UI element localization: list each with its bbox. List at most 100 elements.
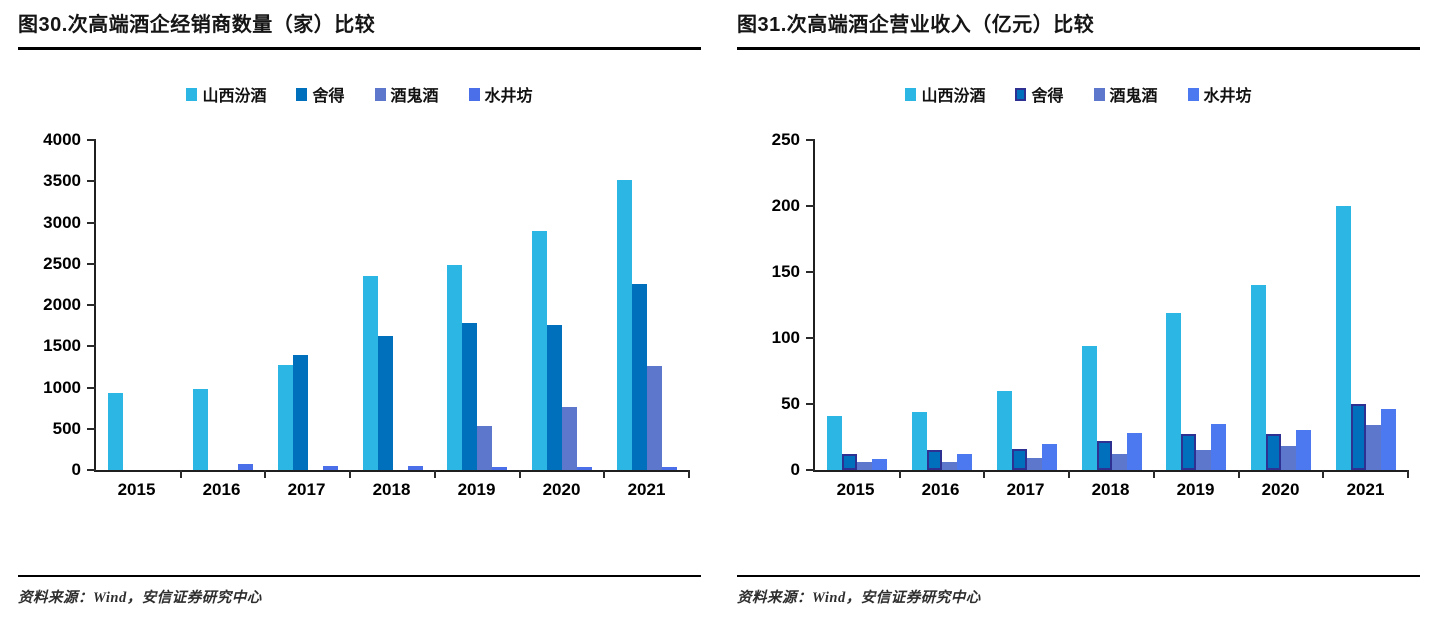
source-block: 资料来源：Wind，安信证券研究中心 <box>18 575 701 607</box>
legend-swatch-fenjiu <box>905 87 917 101</box>
bar-shuijingfang-2016 <box>238 463 254 470</box>
x-tick-mark <box>603 470 606 478</box>
bar-chart: 0 500 1000 1500 2000 2500 3000 3500 4000 2015 201… <box>18 130 701 500</box>
bar-group-2015 <box>96 140 181 470</box>
legend-swatch-shede <box>296 87 308 101</box>
plot-area: 0 50 100 150 200 250 <box>772 130 1409 479</box>
y-tick-mark <box>806 469 815 471</box>
bar-shuijingfang-2019 <box>492 466 508 470</box>
legend-label-shuijingfang: 水井坊 <box>484 88 533 105</box>
x-tick-mark <box>264 470 267 478</box>
source-block: 资料来源：Wind，安信证券研究中心 <box>737 575 1420 607</box>
legend: 山西汾酒 舍得 酒鬼酒 水井坊 <box>186 82 533 106</box>
y-tick-label: 250 <box>771 130 800 149</box>
bar-shuijingfang-2019 <box>1211 423 1227 470</box>
y-tick-label: 2000 <box>43 295 81 314</box>
legend-item-fenjiu: 山西汾酒 <box>905 82 985 106</box>
bar-fenjiu-2016 <box>912 411 928 470</box>
bar-shuijingfang-2020 <box>576 467 592 470</box>
x-tick-mark <box>1322 470 1325 478</box>
y-tick-label: 3500 <box>43 171 81 191</box>
legend-swatch-jiuguijiu <box>374 87 386 101</box>
bar-fenjiu-2019 <box>447 264 463 470</box>
bar-jiuguijiu-2021 <box>1365 425 1381 470</box>
legend-label-jiuguijiu: 酒鬼酒 <box>390 88 439 105</box>
bar-group-2016 <box>900 140 985 470</box>
y-tick-label: 0 <box>790 460 800 479</box>
bar-group-2020 <box>520 140 605 470</box>
x-axis-label-2019: 2019 <box>457 480 496 499</box>
bar-shede-2021 <box>631 284 647 470</box>
x-axis-label-2020: 2020 <box>1261 480 1300 499</box>
legend-label-shuijingfang: 水井坊 <box>1203 88 1252 105</box>
bar-group-2015 <box>815 140 900 470</box>
y-tick-mark <box>87 427 96 430</box>
bar-shuijingfang-2015 <box>872 459 888 470</box>
y-tick-mark <box>87 386 96 389</box>
legend-label-shede: 舍得 <box>1031 88 1064 105</box>
y-tick-mark <box>806 337 815 339</box>
y-tick-mark <box>806 403 815 405</box>
x-axis-label-2016: 2016 <box>202 480 241 499</box>
bar-fenjiu-2018 <box>362 275 378 470</box>
source-note: 资料来源：Wind，安信证券研究中心 <box>737 590 981 606</box>
bar-shuijingfang-2017 <box>322 466 338 470</box>
y-tick-label: 150 <box>771 262 800 281</box>
y-tick-mark <box>87 221 96 224</box>
x-tick-mark <box>1237 470 1240 478</box>
bar-group-2018 <box>1069 140 1154 470</box>
y-tick-label: 500 <box>52 418 81 438</box>
bar-jiuguijiu-2020 <box>561 407 577 470</box>
bar-shede-2019 <box>1181 434 1197 470</box>
x-axis-label-2021: 2021 <box>627 480 666 499</box>
y-tick-label: 3000 <box>43 212 81 232</box>
y-tick-label: 1500 <box>43 336 81 356</box>
legend-label-jiuguijiu: 酒鬼酒 <box>1109 88 1158 105</box>
bar-fenjiu-2020 <box>1250 285 1266 470</box>
legend-label-fenjiu: 山西汾酒 <box>921 88 986 105</box>
bar-shuijingfang-2021 <box>661 467 677 470</box>
y-tick-mark <box>87 180 96 183</box>
bar-groups <box>96 140 689 470</box>
bar-fenjiu-2017 <box>277 365 293 470</box>
figure-panel-31: 图31.次高端酒企营业收入（亿元）比较 山西汾酒 舍得 酒鬼酒 水井坊 0 50 100 1… <box>719 0 1438 621</box>
x-axis-label-2017: 2017 <box>1006 480 1045 499</box>
legend-item-jiuguijiu: 酒鬼酒 <box>374 82 439 106</box>
y-tick-mark <box>806 205 815 207</box>
x-tick-mark <box>1068 470 1071 478</box>
y-tick-mark <box>87 469 96 471</box>
y-tick-mark <box>87 304 96 306</box>
legend-label-shede: 舍得 <box>312 88 345 105</box>
x-axis-labels: 2015 2016 2017 2018 2019 2020 2021 <box>813 472 1408 500</box>
x-tick-mark <box>518 470 521 478</box>
bar-fenjiu-2015 <box>108 392 124 470</box>
bar-fenjiu-2017 <box>996 390 1012 470</box>
x-tick-mark <box>983 470 986 478</box>
bar-group-2017 <box>984 140 1069 470</box>
bar-shuijingfang-2021 <box>1380 409 1396 470</box>
bar-shede-2020 <box>1265 434 1281 470</box>
x-axis-labels: 2015 2016 2017 2018 2019 2020 2021 <box>94 472 689 500</box>
bar-groups <box>815 140 1408 470</box>
x-axis-label-2021: 2021 <box>1346 480 1385 499</box>
bar-group-2021 <box>604 140 689 470</box>
legend-swatch-shuijingfang <box>468 87 480 101</box>
bar-shede-2019 <box>462 323 478 470</box>
y-tick-mark <box>87 139 96 141</box>
x-tick-mark <box>433 470 436 478</box>
bar-jiuguijiu-2016 <box>942 462 958 470</box>
bar-fenjiu-2018 <box>1081 345 1097 470</box>
y-tick-mark <box>87 262 96 265</box>
source-note: 资料来源：Wind，安信证券研究中心 <box>18 590 262 606</box>
legend-item-shuijingfang: 水井坊 <box>468 82 533 106</box>
legend-swatch-jiuguijiu <box>1093 87 1105 101</box>
bar-shede-2016 <box>927 450 943 470</box>
bar-shuijingfang-2016 <box>957 454 973 470</box>
bar-fenjiu-2021 <box>1335 206 1351 470</box>
y-tick-label: 200 <box>771 196 800 215</box>
y-tick-label: 4000 <box>43 130 81 149</box>
bar-shuijingfang-2018 <box>407 466 423 470</box>
bar-jiuguijiu-2018 <box>1111 454 1127 470</box>
bar-shede-2021 <box>1350 404 1366 470</box>
bar-jiuguijiu-2019 <box>477 426 493 470</box>
